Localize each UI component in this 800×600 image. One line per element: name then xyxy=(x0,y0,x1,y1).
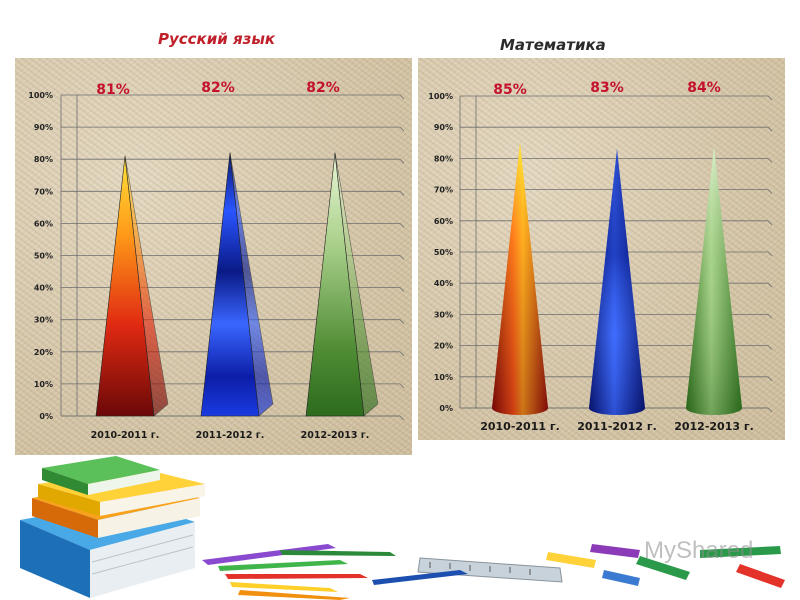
gridline xyxy=(61,158,405,164)
y-tick-label: 10% xyxy=(34,380,53,389)
y-tick-label: 30% xyxy=(34,316,53,325)
data-label: 83% xyxy=(590,80,624,96)
chart-math: 0% 10% 20% 30% 40% 50% 60% 70% 80% 90% 100% 85% 2010… xyxy=(428,80,773,433)
gridline xyxy=(61,126,405,132)
y-tick-label: 20% xyxy=(34,348,53,357)
chart-panel-math: 0% 10% 20% 30% 40% 50% 60% 70% 80% 90% 100% 85% 2010… xyxy=(418,58,785,440)
y-tick-label: 60% xyxy=(434,217,453,226)
y-tick-label: 10% xyxy=(434,373,453,382)
pencils-icon xyxy=(202,544,396,600)
data-label: 82% xyxy=(201,80,235,96)
chart-panel-russian: 0% 10% 20% 30% 40% 50% 60% 70% 80% 90% 100% 81% 2010… xyxy=(15,58,412,455)
y-tick-label: 80% xyxy=(434,154,453,163)
cone-bar-shade xyxy=(686,145,742,416)
ruler-icon xyxy=(417,557,563,583)
data-label: 84% xyxy=(687,80,721,96)
x-tick-label: 2011-2012 г. xyxy=(577,420,657,433)
data-label: 81% xyxy=(96,82,130,98)
chart-russian: 0% 10% 20% 30% 40% 50% 60% 70% 80% 90% 100% 81% 2010… xyxy=(28,80,405,441)
pyramid-bar-side xyxy=(334,152,379,417)
data-label: 82% xyxy=(306,80,340,96)
chart-title-math: Математика xyxy=(500,36,606,54)
gridline xyxy=(460,126,773,132)
y-tick-label: 40% xyxy=(434,279,453,288)
x-tick-label: 2010-2011 г. xyxy=(91,430,160,441)
pyramid-bar-side xyxy=(124,155,169,417)
y-tick-label: 50% xyxy=(434,248,453,257)
y-tick-label: 0% xyxy=(439,404,453,413)
school-supplies-illustration xyxy=(20,456,785,600)
y-tick-label: 100% xyxy=(428,92,453,101)
gridline xyxy=(61,415,405,421)
x-tick-label: 2012-2013 г. xyxy=(301,430,370,441)
y-tick-label: 70% xyxy=(34,187,53,196)
y-tick-label: 0% xyxy=(39,412,53,421)
y-tick-label: 80% xyxy=(34,155,53,164)
gridline xyxy=(61,94,405,100)
gridline xyxy=(61,190,405,196)
pyramid-bar-side xyxy=(229,152,274,417)
watermark-text: MyShared xyxy=(644,537,754,564)
cone-bar-shade xyxy=(492,142,548,416)
gridline xyxy=(460,95,773,101)
y-tick-label: 90% xyxy=(34,123,53,132)
x-tick-label: 2011-2012 г. xyxy=(196,430,265,441)
gridline xyxy=(460,158,773,163)
x-tick-label: 2012-2013 г. xyxy=(674,420,754,433)
gridline xyxy=(460,189,773,194)
y-tick-label: 60% xyxy=(34,219,53,228)
books-stack-icon xyxy=(20,456,205,598)
y-tick-label: 20% xyxy=(434,342,453,351)
y-tick-label: 100% xyxy=(28,91,53,100)
y-tick-label: 70% xyxy=(434,186,453,195)
x-tick-label: 2010-2011 г. xyxy=(480,420,560,433)
y-tick-label: 90% xyxy=(434,123,453,132)
data-label: 85% xyxy=(493,82,527,98)
pens-icon xyxy=(372,544,785,588)
cone-bar-shade xyxy=(589,149,645,415)
chart-title-russian: Русский язык xyxy=(158,30,276,48)
y-tick-label: 40% xyxy=(34,284,53,293)
y-tick-label: 50% xyxy=(34,252,53,261)
y-tick-label: 30% xyxy=(434,310,453,319)
